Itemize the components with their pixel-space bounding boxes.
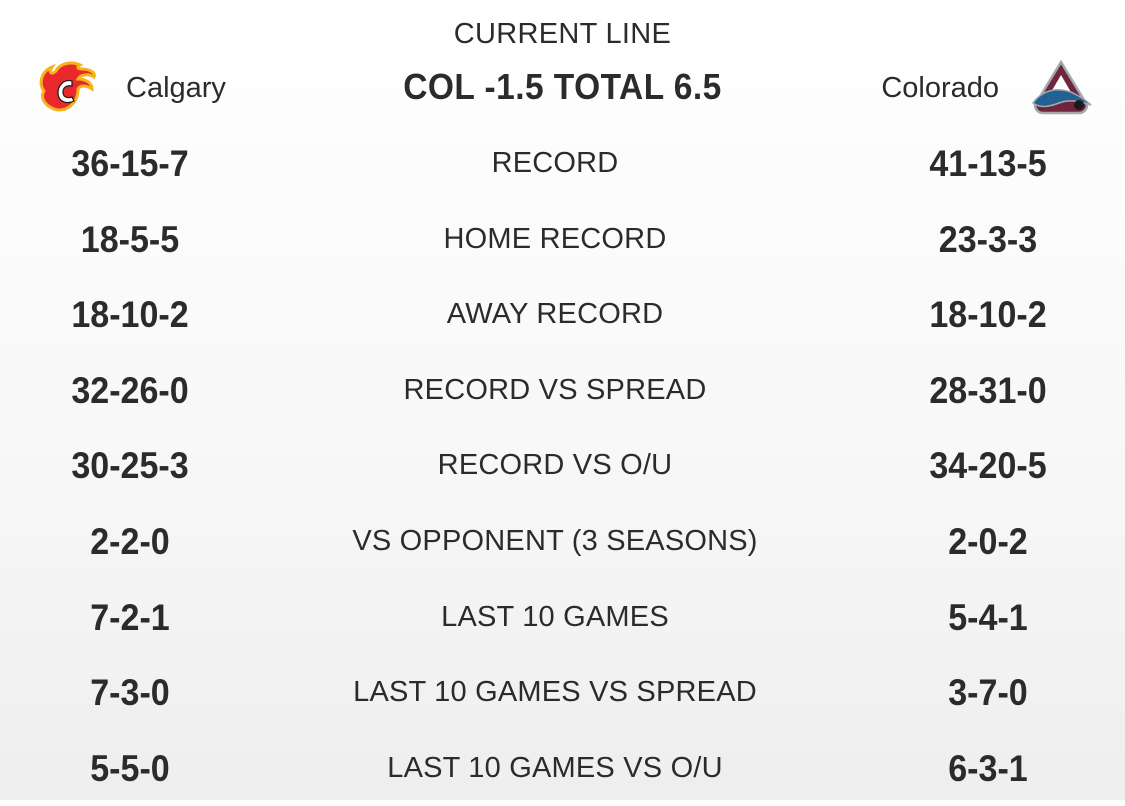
home-stat-value: 7-2-1 [90, 596, 170, 638]
table-row: 5-5-0 LAST 10 GAMES VS O/U 6-3-1 [0, 731, 1125, 806]
stat-label: RECORD VS SPREAD [403, 373, 707, 406]
table-row: 36-15-7 RECORD 41-13-5 [0, 126, 1125, 202]
team-away-name: Colorado [881, 71, 999, 104]
table-row: 30-25-3 RECORD VS O/U 34-20-5 [0, 428, 1125, 504]
away-stat-value: 18-10-2 [929, 294, 1047, 336]
stats-table: 36-15-7 RECORD 41-13-5 18-5-5 HOME RECOR… [0, 126, 1125, 806]
home-stat-value: 18-10-2 [71, 294, 189, 336]
away-stat-value: 3-7-0 [948, 672, 1028, 714]
team-away: Colorado [881, 58, 1093, 118]
away-stat-value: 5-4-1 [948, 596, 1028, 638]
current-line-label: CURRENT LINE [453, 18, 672, 50]
table-row: 2-2-0 VS OPPONENT (3 SEASONS) 2-0-2 [0, 504, 1125, 580]
home-stat-value: 2-2-0 [90, 520, 170, 562]
home-stat-value: 36-15-7 [71, 143, 189, 184]
current-line-value: COL -1.5 TOTAL 6.5 [403, 66, 722, 107]
away-stat-value: 34-20-5 [929, 445, 1047, 487]
stat-label: RECORD [491, 147, 619, 179]
home-stat-value: 7-3-0 [90, 672, 170, 714]
home-stat-value: 5-5-0 [90, 747, 170, 789]
table-row: 18-10-2 AWAY RECORD 18-10-2 [0, 277, 1125, 353]
stat-label: VS OPPONENT (3 SEASONS) [352, 524, 758, 557]
stat-label: HOME RECORD [443, 222, 667, 255]
team-home-name: Calgary [126, 71, 226, 104]
stat-label: RECORD VS O/U [437, 449, 673, 482]
table-row: 7-2-1 LAST 10 GAMES 5-4-1 [0, 580, 1125, 656]
stat-label: LAST 10 GAMES VS O/U [387, 751, 723, 784]
away-stat-value: 28-31-0 [929, 369, 1047, 411]
table-row: 32-26-0 RECORD VS SPREAD 28-31-0 [0, 353, 1125, 429]
team-home: Calgary [34, 58, 226, 118]
home-stat-value: 30-25-3 [71, 445, 189, 487]
away-stat-value: 2-0-2 [948, 520, 1028, 562]
table-row: 18-5-5 HOME RECORD 23-3-3 [0, 202, 1125, 278]
calgary-flames-logo-icon [39, 61, 96, 112]
stat-label: LAST 10 GAMES VS SPREAD [353, 676, 757, 709]
away-stat-value: 6-3-1 [948, 747, 1028, 789]
stat-label: AWAY RECORD [446, 298, 664, 331]
away-stat-value: 41-13-5 [929, 143, 1047, 184]
home-stat-value: 32-26-0 [71, 369, 189, 411]
table-row: 7-3-0 LAST 10 GAMES VS SPREAD 3-7-0 [0, 655, 1125, 731]
colorado-avalanche-logo-icon [1031, 59, 1092, 115]
home-stat-value: 18-5-5 [80, 218, 180, 260]
away-stat-value: 23-3-3 [938, 218, 1038, 260]
stat-label: LAST 10 GAMES [441, 600, 669, 633]
